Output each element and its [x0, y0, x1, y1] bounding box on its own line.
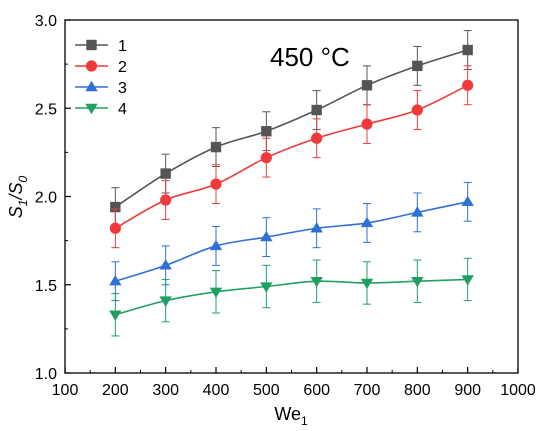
- y-axis-title: S1/S0: [6, 175, 30, 218]
- data-point: [260, 152, 272, 164]
- data-point: [461, 195, 474, 206]
- series-4: [109, 257, 474, 337]
- data-point: [160, 168, 171, 179]
- data-point: [462, 79, 474, 91]
- data-point: [109, 310, 122, 321]
- y-tick-label: 2.0: [35, 190, 57, 207]
- data-point: [110, 201, 121, 213]
- data-point: [461, 275, 474, 286]
- legend-label: 1: [118, 38, 127, 55]
- series-layer: [109, 30, 474, 337]
- data-point: [209, 239, 223, 251]
- x-tick-label: 400: [203, 382, 230, 399]
- data-point: [462, 44, 473, 56]
- data-point: [210, 178, 222, 190]
- data-point: [411, 206, 424, 217]
- x-tick-label: 700: [354, 382, 381, 399]
- y-axis-title-part: 1: [16, 200, 30, 207]
- data-point: [411, 104, 423, 116]
- series-2: [109, 65, 474, 249]
- data-point: [159, 259, 172, 270]
- data-point: [360, 278, 374, 290]
- legend-label: 3: [118, 80, 127, 97]
- x-tick-label: 200: [102, 382, 129, 399]
- series-3: [109, 181, 474, 302]
- data-point: [310, 277, 323, 288]
- data-point: [109, 275, 122, 286]
- y-tick-label: 1.5: [35, 278, 57, 295]
- data-point: [311, 104, 322, 116]
- data-point: [209, 287, 223, 299]
- x-tick-label: 100: [52, 382, 79, 399]
- y-tick-label: 3.0: [35, 13, 57, 30]
- x-tick-label: 300: [152, 382, 179, 399]
- legend-label: 2: [118, 59, 127, 76]
- y-axis-title-part: /S: [6, 182, 26, 201]
- data-point: [260, 230, 273, 242]
- data-point: [411, 277, 424, 288]
- y-axis-title-part: S: [6, 206, 26, 218]
- y-tick-label: 1.0: [35, 366, 57, 383]
- y-tick-label: 2.5: [35, 101, 57, 118]
- y-axis-title-part: 0: [16, 175, 30, 182]
- data-point: [311, 132, 323, 144]
- legend-marker: [85, 60, 98, 72]
- legend-marker: [85, 80, 98, 92]
- x-tick-label: 500: [253, 382, 280, 399]
- legend-label: 4: [118, 101, 127, 118]
- x-tick-label: 900: [454, 382, 481, 399]
- x-axis-title-subscript: 1: [301, 414, 308, 428]
- data-point: [361, 80, 373, 91]
- legend-marker: [86, 39, 97, 51]
- data-point: [210, 141, 222, 153]
- data-point: [360, 216, 374, 228]
- legend-marker: [85, 103, 98, 115]
- data-point: [361, 118, 373, 130]
- data-point: [159, 296, 172, 307]
- x-axis-title-main: We: [274, 404, 301, 424]
- x-tick-label: 800: [404, 382, 431, 399]
- x-axis-title: We1: [274, 404, 308, 428]
- data-point: [261, 125, 272, 137]
- legend: 1 2 3 4: [75, 38, 127, 118]
- x-tick-label: 600: [303, 382, 330, 399]
- annotation-temperature: 450 °C: [270, 42, 350, 72]
- x-tick-label: 1000: [500, 382, 536, 399]
- data-point: [160, 194, 172, 206]
- data-point: [310, 222, 323, 233]
- data-point: [109, 222, 121, 234]
- data-point: [412, 60, 423, 72]
- ticks-layer: 100 200 300 400 500 600 700 800 900 1000 1.0 1.5 2.0…: [35, 13, 536, 399]
- data-point: [260, 282, 273, 293]
